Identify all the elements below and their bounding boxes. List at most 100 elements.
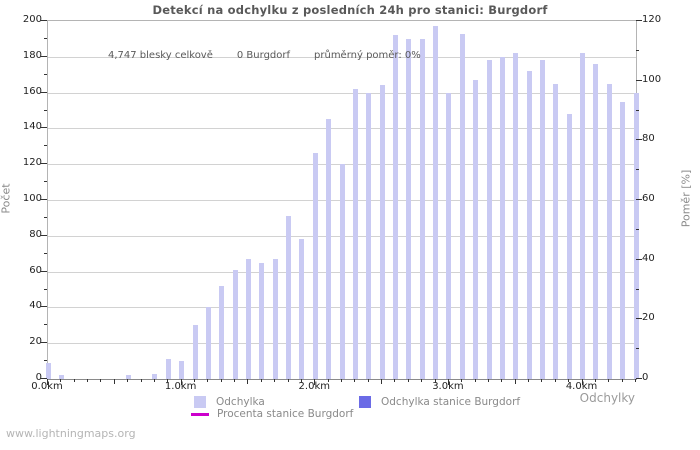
x-axis-tick <box>528 379 530 382</box>
chart-title: Detekcí na odchylku z posledních 24h pro… <box>152 3 548 17</box>
x-axis-tick <box>287 379 289 382</box>
x-axis-tick <box>87 379 89 382</box>
x-axis-tick <box>73 379 75 382</box>
x-axis-tick <box>167 379 169 382</box>
x-axis-tick <box>554 379 556 382</box>
x-axis-tick <box>220 379 222 382</box>
y-axis-major-tick <box>41 234 47 236</box>
y-axis-major-tick <box>41 306 47 308</box>
y-axis-title-right: Poměr [%] <box>679 169 693 228</box>
y-axis-minor-tick <box>44 37 47 39</box>
x-axis-tick <box>394 379 396 382</box>
y2-axis-minor-tick <box>636 169 639 171</box>
y-axis-major-tick <box>41 20 47 21</box>
x-axis-tick <box>260 379 262 382</box>
deviation-bar <box>526 71 532 379</box>
legend-line-percent <box>191 413 209 416</box>
x-axis-tick <box>100 379 102 382</box>
y-axis-tick-label: 60 <box>29 264 42 276</box>
y-axis-minor-tick <box>44 288 47 290</box>
y-axis-minor-tick <box>44 73 47 75</box>
deviation-bar <box>45 362 51 379</box>
watermark-url: www.lightningmaps.org <box>6 427 136 440</box>
y-axis-major-tick <box>41 91 47 93</box>
y2-axis-tick-label: 60 <box>642 193 655 204</box>
x-axis-tick <box>113 379 115 384</box>
deviation-bar <box>379 85 385 379</box>
y-axis-minor-tick <box>44 216 47 218</box>
x-axis-tick <box>514 379 516 384</box>
deviation-bar <box>459 33 465 379</box>
x-axis-tick <box>140 379 142 382</box>
gridline <box>48 128 636 130</box>
x-axis-tick <box>247 379 249 384</box>
y-axis-tick-label: 80 <box>29 228 42 240</box>
x-axis-tick <box>381 379 383 384</box>
x-axis-tick <box>581 379 583 385</box>
deviation-bar <box>219 285 225 379</box>
y-axis-tick-label: 20 <box>29 336 42 348</box>
y-axis-tick-label: 140 <box>22 121 42 133</box>
deviation-bar <box>165 359 171 379</box>
x-axis-tick <box>207 379 209 382</box>
deviation-bar <box>259 262 265 379</box>
plot-area: 4,747 blesky celkově 0 Burgdorf průměrný… <box>45 20 639 380</box>
y-axis-minor-tick <box>44 252 47 254</box>
y2-axis-tick-label: 100 <box>642 73 662 85</box>
deviation-bar <box>125 375 131 379</box>
y-axis-tick-label: 100 <box>22 193 42 204</box>
x-axis-tick <box>594 379 596 382</box>
deviation-bar <box>326 119 332 379</box>
y2-axis-tick-label: 120 <box>642 14 662 25</box>
x-axis-tick <box>461 379 463 382</box>
x-axis-tick-label: 0.0km <box>31 381 63 392</box>
deviation-bar <box>205 307 211 379</box>
y-axis-major-tick <box>41 199 47 200</box>
deviation-bar <box>152 373 158 379</box>
x-axis-tick <box>354 379 356 382</box>
gridline <box>48 92 636 94</box>
deviation-bar <box>513 53 519 379</box>
x-axis-tick <box>541 379 543 382</box>
y-axis-tick-label: 40 <box>29 300 42 312</box>
x-axis-tick <box>367 379 369 382</box>
x-axis-tick <box>127 379 129 382</box>
x-axis-tick <box>488 379 489 382</box>
x-axis-tick <box>474 379 476 382</box>
y-axis-minor-tick <box>44 181 47 183</box>
deviation-bar <box>606 83 612 379</box>
deviation-bar <box>58 375 64 379</box>
summary-annotation: 4,747 blesky celkově 0 Burgdorf průměrný… <box>108 50 421 61</box>
deviation-bar <box>593 63 599 379</box>
legend-swatch-deviation <box>194 396 206 408</box>
x-axis-tick-label: 1.0km <box>164 381 197 392</box>
y2-axis-major-tick <box>636 139 642 141</box>
x-axis-tick <box>194 379 195 382</box>
average-ratio-label: průměrný poměr: 0% <box>314 50 421 61</box>
y-axis-title-left: Počet <box>0 183 13 214</box>
x-axis-tick <box>314 379 316 385</box>
y-axis-minor-tick <box>44 324 47 326</box>
x-axis-tick <box>434 379 436 382</box>
x-axis-tick-label: 4.0km <box>565 381 598 392</box>
x-axis-tick <box>234 379 236 382</box>
deviation-bar <box>539 60 545 379</box>
x-axis-tick <box>635 379 636 382</box>
x-axis-tick <box>407 379 409 382</box>
y-axis-major-tick <box>41 342 47 344</box>
deviation-bar <box>286 216 292 379</box>
y2-axis-major-tick <box>636 258 642 260</box>
deviation-bar <box>499 56 505 379</box>
y2-axis-major-tick <box>636 79 642 81</box>
y-axis-minor-tick <box>44 145 47 147</box>
y-axis-major-tick <box>41 378 47 379</box>
y2-axis-major-tick <box>636 20 642 21</box>
deviation-bar <box>232 269 238 379</box>
deviation-bar <box>566 114 572 379</box>
x-axis-tick <box>180 379 182 385</box>
y2-axis-minor-tick <box>636 109 639 111</box>
x-axis-tick-label: 3.0km <box>432 381 464 392</box>
x-axis-tick <box>300 379 302 382</box>
y2-axis-minor-tick <box>636 228 639 230</box>
deviation-bar <box>406 38 412 379</box>
